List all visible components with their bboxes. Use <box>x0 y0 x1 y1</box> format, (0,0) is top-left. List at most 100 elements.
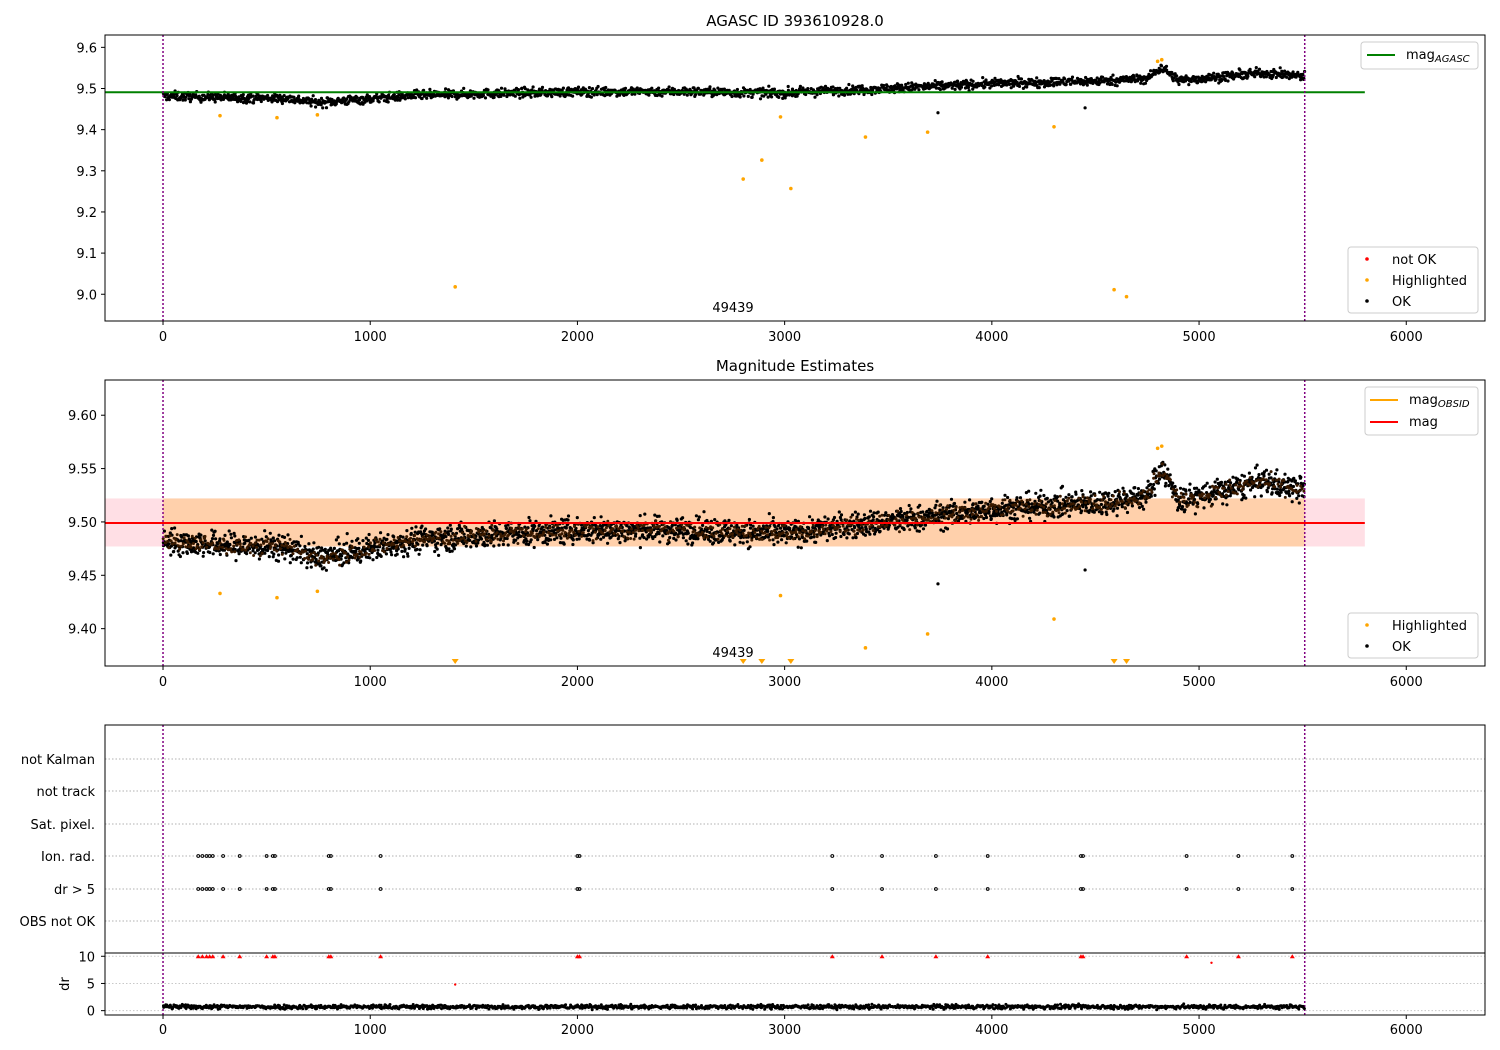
ok-point <box>355 95 359 100</box>
ok-point <box>336 535 340 539</box>
ok-point <box>1176 498 1180 502</box>
ok-point <box>1089 494 1093 498</box>
ok-point <box>845 536 849 540</box>
ok-point-dense <box>315 553 319 557</box>
ok-point <box>693 93 698 97</box>
ok-point <box>705 529 709 534</box>
ok-point-dense <box>195 544 199 548</box>
ok-point <box>571 94 575 98</box>
ok-point <box>775 527 779 531</box>
ok-point <box>728 539 732 543</box>
ok-point <box>1133 486 1137 490</box>
ok-point <box>401 535 405 539</box>
ok-point-dense <box>266 537 270 541</box>
ok-point <box>638 546 643 550</box>
ok-point <box>796 545 800 549</box>
ok-point <box>359 559 363 563</box>
ok-point <box>390 553 394 557</box>
ok-point <box>485 543 489 547</box>
panel-agasc: AGASC ID 393610928.0 49439 0 1000 2000 3000… <box>76 12 1486 345</box>
ok-point <box>1222 74 1226 78</box>
ok-point <box>183 98 187 102</box>
ok-point <box>483 543 487 547</box>
ok-point <box>1167 484 1171 488</box>
ok-point-dense <box>189 545 193 549</box>
ok-point <box>586 529 591 533</box>
ok-point <box>226 92 230 96</box>
ok-point <box>447 532 451 537</box>
ok-point <box>832 515 837 520</box>
ok-point <box>173 526 177 530</box>
ok-point <box>444 546 448 550</box>
ok-point <box>203 539 207 543</box>
ok-point <box>197 94 201 98</box>
ok-point <box>367 532 371 537</box>
legend-marker <box>1365 299 1369 303</box>
ok-point <box>1153 72 1157 76</box>
ok-point <box>660 94 664 98</box>
ok-point <box>314 557 318 562</box>
ok-point <box>738 95 742 99</box>
ok-point <box>501 542 505 547</box>
ok-point <box>923 523 928 527</box>
ok-point <box>529 538 533 542</box>
ok-point <box>1196 502 1200 506</box>
ok-point-dense <box>314 563 318 567</box>
ok-point <box>1149 482 1153 486</box>
ok-point <box>330 549 334 553</box>
ok-point <box>938 508 942 512</box>
ok-point <box>708 530 712 535</box>
ok-point <box>872 515 876 519</box>
ok-point <box>309 565 313 569</box>
ok-point-dense <box>176 544 180 548</box>
ok-point <box>365 99 369 103</box>
ok-point <box>281 548 285 552</box>
ok-point <box>638 536 642 540</box>
x-tick-label: 3000 <box>768 330 801 345</box>
ok-point <box>345 541 349 545</box>
y-tick-label: 9.3 <box>76 165 97 180</box>
ok-point <box>1111 73 1115 77</box>
ok-point <box>170 527 174 531</box>
ok-point <box>163 95 167 99</box>
ok-point <box>713 518 717 522</box>
ok-point <box>686 542 690 546</box>
ok-point <box>213 529 217 533</box>
ok-point <box>334 538 338 542</box>
ok-point <box>446 530 450 534</box>
ok-point <box>503 536 507 541</box>
ok-point <box>527 515 531 520</box>
ok-point-dense <box>221 545 224 549</box>
ok-point-dense <box>249 542 253 545</box>
ok-point-dense <box>181 542 185 546</box>
ok-point <box>777 95 781 99</box>
ok-point-dense <box>280 543 284 547</box>
ok-point <box>668 536 672 540</box>
ok-point <box>935 499 939 503</box>
ok-point <box>314 105 318 109</box>
ok-point <box>1081 493 1085 497</box>
ok-point <box>354 549 358 554</box>
ok-point <box>213 100 217 104</box>
ok-point <box>1244 71 1248 75</box>
ok-point <box>1208 485 1212 489</box>
ok-point <box>513 94 517 98</box>
ok-point <box>604 85 608 90</box>
ok-point <box>306 561 310 565</box>
ok-point <box>528 519 532 523</box>
ok-point <box>767 511 771 516</box>
ok-point <box>702 510 706 514</box>
ok-point <box>1003 493 1007 497</box>
ok-point <box>1106 494 1110 498</box>
ok-point <box>596 84 600 89</box>
ok-point <box>483 96 488 100</box>
ok-point <box>299 534 303 539</box>
ok-point <box>864 527 868 531</box>
ok-point <box>1242 76 1246 80</box>
ok-point <box>371 99 375 103</box>
ok-point <box>963 500 967 504</box>
ok-point-dense <box>218 541 222 545</box>
ok-point <box>739 536 743 540</box>
ok-point <box>955 79 960 83</box>
